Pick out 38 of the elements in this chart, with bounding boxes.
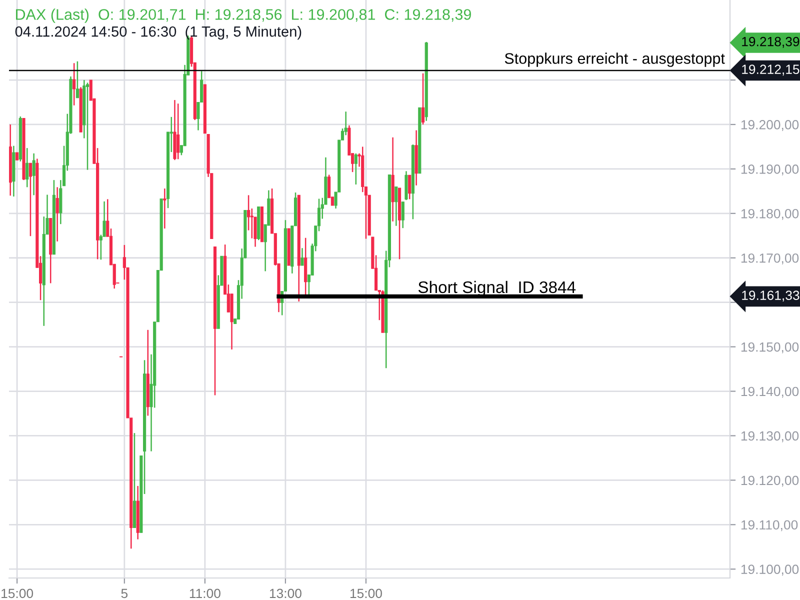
candlestick <box>76 60 79 98</box>
y-tick-label: 19.170,00 <box>741 253 799 264</box>
ref-line-label: Stoppkurs erreicht - ausgestoppt <box>504 52 725 67</box>
x-tick-label: 5 <box>121 588 128 598</box>
candlestick <box>250 208 254 239</box>
y-tick-label: 19.130,00 <box>741 431 799 442</box>
candlestick <box>28 162 32 237</box>
y-tick-label: 19.150,00 <box>741 342 799 354</box>
text: 19.218,39 <box>742 36 800 48</box>
candlestick <box>300 247 304 266</box>
x-tick-label: 15:00 <box>350 588 382 598</box>
candlestick <box>56 186 59 242</box>
y-tick-label: 19.120,00 <box>741 476 799 487</box>
y-tick-label: 19.190,00 <box>741 164 799 176</box>
candlestick <box>354 152 358 186</box>
y-tick-label: 19.140,00 <box>741 386 799 398</box>
text: 19.161,33 <box>742 290 800 302</box>
text: DAX (Last) O: 19.201,71 H: 19.218,56 L: 19.200,81 C: 19.218,39 <box>16 8 471 23</box>
candlestick <box>394 186 398 226</box>
candlestick <box>26 147 29 188</box>
text: 04.11.2024 14:50 - 16:30 (1 Tag, 5 Minuten) <box>15 26 302 40</box>
y-tick-label: 19.200,00 <box>741 120 799 131</box>
x-tick-label: 11:00 <box>190 588 220 598</box>
candlestick <box>163 188 166 230</box>
candlestick <box>32 152 36 196</box>
y-tick-label: 19.100,00 <box>741 564 799 576</box>
x-tick-label: 13:00 <box>270 588 302 598</box>
candlestick <box>176 102 180 160</box>
series-label: Short Signal ID 3844 <box>418 280 576 296</box>
text: 19.212,15 <box>742 64 800 76</box>
candlestick <box>86 82 90 170</box>
x-tick-label: 15:00 <box>2 588 34 598</box>
y-tick-label: 19.110,00 <box>741 520 798 532</box>
candlestick <box>421 72 425 126</box>
candlestick <box>408 174 412 200</box>
candlestick <box>401 201 404 229</box>
y-tick-label: 19.180,00 <box>741 208 799 220</box>
candlestick <box>72 62 76 106</box>
